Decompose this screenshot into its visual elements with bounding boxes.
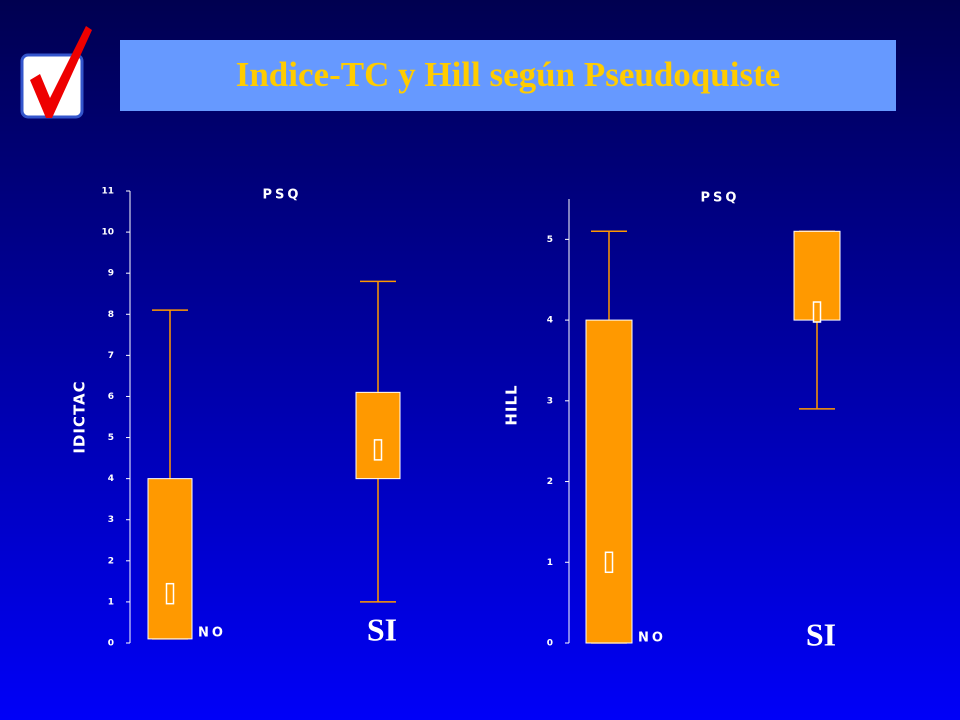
y-tick-label: 3 xyxy=(108,515,114,525)
box-plot xyxy=(147,309,193,640)
y-tick-label: 7 xyxy=(108,351,114,361)
y-tick-label: 10 xyxy=(101,228,114,238)
mean-marker xyxy=(604,551,614,574)
mean-marker xyxy=(812,301,822,323)
mean-marker xyxy=(165,582,175,605)
y-tick-label: 1 xyxy=(108,597,114,607)
title: Indice-TC y Hill según Pseudoquiste xyxy=(236,55,781,94)
box xyxy=(585,319,633,644)
box xyxy=(355,391,401,480)
y-tick-label: 9 xyxy=(108,269,114,279)
box-plot xyxy=(355,280,401,603)
annotation: PSQ xyxy=(263,188,302,203)
y-axis-label: HILL xyxy=(503,384,521,425)
box-plot xyxy=(585,230,633,644)
y-tick-label: 4 xyxy=(108,474,114,484)
y-tick-label: 11 xyxy=(101,187,114,197)
annotation: PSQ xyxy=(701,191,740,206)
box xyxy=(147,478,193,640)
y-tick-label: 3 xyxy=(547,396,553,406)
y-tick-label: 4 xyxy=(547,316,553,326)
title-box xyxy=(120,40,896,111)
category-label: NO xyxy=(638,631,666,646)
mean-marker xyxy=(373,439,383,461)
y-tick-label: 5 xyxy=(547,235,553,245)
y-tick-label: 2 xyxy=(108,556,114,566)
category-label: SI xyxy=(367,611,397,647)
check-icon xyxy=(20,26,92,119)
category-label: SI xyxy=(806,616,836,652)
box-plot xyxy=(793,230,841,410)
y-tick-label: 6 xyxy=(108,392,114,402)
y-tick-label: 5 xyxy=(108,433,114,443)
y-tick-label: 0 xyxy=(108,639,114,649)
category-label: NO xyxy=(198,626,226,641)
y-axis-label: IDICTAC xyxy=(71,380,89,453)
y-tick-label: 0 xyxy=(547,639,553,649)
y-tick-label: 8 xyxy=(108,310,114,320)
y-tick-label: 1 xyxy=(547,558,553,568)
y-tick-label: 2 xyxy=(547,477,553,487)
